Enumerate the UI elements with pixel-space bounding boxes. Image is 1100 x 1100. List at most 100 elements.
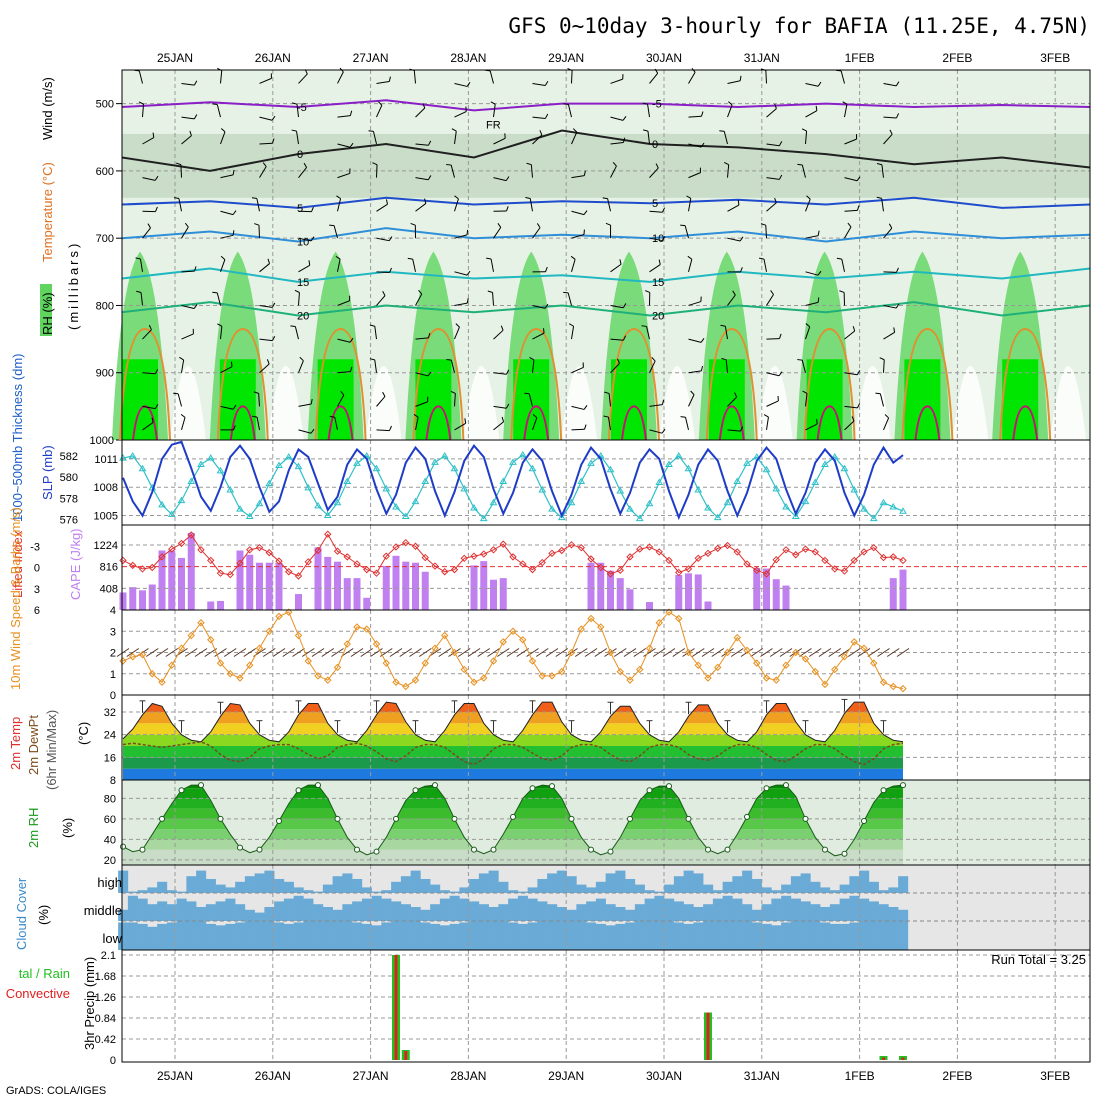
cloud-high-bar [157, 881, 168, 893]
wind-barb [181, 270, 195, 273]
cloud-high-bar [147, 887, 158, 893]
wind-barb-flag [662, 207, 666, 213]
li-point [684, 565, 693, 573]
cloud-low-bar [274, 922, 285, 950]
cape-bar [685, 573, 692, 610]
cloud-high-bar [303, 890, 314, 893]
temp-band [123, 712, 903, 724]
cloud-high-bar [556, 870, 567, 893]
thickness-point [450, 464, 459, 472]
cloud-high-bar [439, 890, 450, 893]
wind-barb [766, 202, 777, 212]
wind-barb [844, 104, 848, 118]
cloud-low-bar [332, 921, 343, 950]
li-point [392, 543, 400, 551]
cape-bar [295, 594, 302, 610]
wind10-point [129, 653, 137, 661]
wind-barb-flag [336, 195, 341, 200]
wind-barb-flag [895, 303, 900, 309]
wind-barb-flag [138, 101, 144, 105]
thickness-point [411, 497, 420, 505]
wind-barb-flag [424, 198, 427, 204]
cloud-middle-bar [615, 907, 626, 921]
rh-band [123, 829, 903, 840]
wind-barb-flag [616, 358, 620, 364]
wind-barb-flag [619, 259, 622, 265]
cloud-low-bar [820, 922, 831, 950]
wind-barb [844, 420, 855, 431]
wind-barb-flag [568, 323, 574, 327]
top-date-label: 25JAN [157, 51, 193, 65]
wind-barb-flag [308, 260, 311, 266]
wind-barb [688, 115, 702, 118]
wind-barb [532, 359, 535, 373]
wind-barb-flag [686, 195, 692, 199]
cloud-low-bar [761, 923, 772, 950]
thickness-point [762, 465, 771, 473]
thickness-point [733, 477, 742, 484]
wind10-barb [662, 648, 676, 657]
wind-barb-flag [368, 130, 374, 132]
wind-barb [688, 143, 702, 148]
cloud-low-bar [264, 921, 275, 950]
temp-line [122, 701, 904, 743]
wind-barb [337, 115, 351, 118]
rh-core [415, 359, 452, 440]
wind-barb [139, 258, 143, 272]
cloud-low-bar [283, 923, 294, 950]
li-point [441, 568, 449, 576]
cloud-low-bar [225, 923, 236, 950]
wind-barb [374, 326, 377, 340]
wind-barb [333, 225, 338, 239]
wind10-barb [545, 648, 559, 657]
wind10-point [889, 682, 897, 691]
cloud-middle-bar [898, 909, 909, 921]
wind-barb-flag [310, 428, 315, 434]
wind10-barb [126, 648, 140, 657]
li-point [363, 565, 371, 574]
thickness-point [899, 507, 907, 514]
wind10-point [606, 648, 615, 657]
cloud-low-bar [352, 922, 363, 950]
rh-dry-pocket [952, 366, 989, 440]
cloud-middle-bar [878, 904, 889, 921]
li-point [246, 546, 254, 554]
li-point [577, 543, 585, 552]
cloud-middle-bar [498, 904, 509, 921]
wind-barb [840, 70, 845, 84]
wind-barb [530, 164, 533, 178]
wind-barb-flag [817, 230, 820, 236]
cape-bar [129, 587, 137, 610]
thickness-line [122, 454, 904, 520]
li-point [489, 546, 498, 554]
thickness-point [801, 497, 810, 505]
cloud-low-bar [508, 922, 519, 950]
thickness-point [128, 451, 137, 459]
wind-barb [492, 292, 494, 306]
li-point [616, 566, 624, 575]
wind-barb [763, 258, 767, 272]
wind10-point [431, 644, 439, 652]
wind-barb-flag [271, 302, 276, 308]
wind10-point [168, 661, 176, 669]
wind-barb [256, 417, 260, 431]
li-point [294, 572, 303, 580]
cloud-high-bar [703, 884, 714, 893]
rh2m-point [822, 846, 828, 853]
wind-barb [259, 142, 273, 145]
wind-barb [412, 259, 416, 272]
wind-barb [376, 237, 390, 242]
cape-bar [187, 532, 195, 610]
temp-band [123, 734, 903, 746]
li-point [626, 553, 634, 561]
wind-barb [608, 393, 611, 407]
wind-barb-flag [349, 110, 353, 116]
cloud-high-bar [810, 881, 821, 893]
wind-barb [298, 360, 304, 373]
cloud-high-bar [859, 870, 870, 893]
thickness-point [255, 499, 264, 507]
wind-barb-flag [740, 267, 743, 273]
wind10-barb [584, 648, 598, 657]
cloud-middle-bar [790, 898, 801, 921]
cloud-high-bar [527, 887, 538, 893]
